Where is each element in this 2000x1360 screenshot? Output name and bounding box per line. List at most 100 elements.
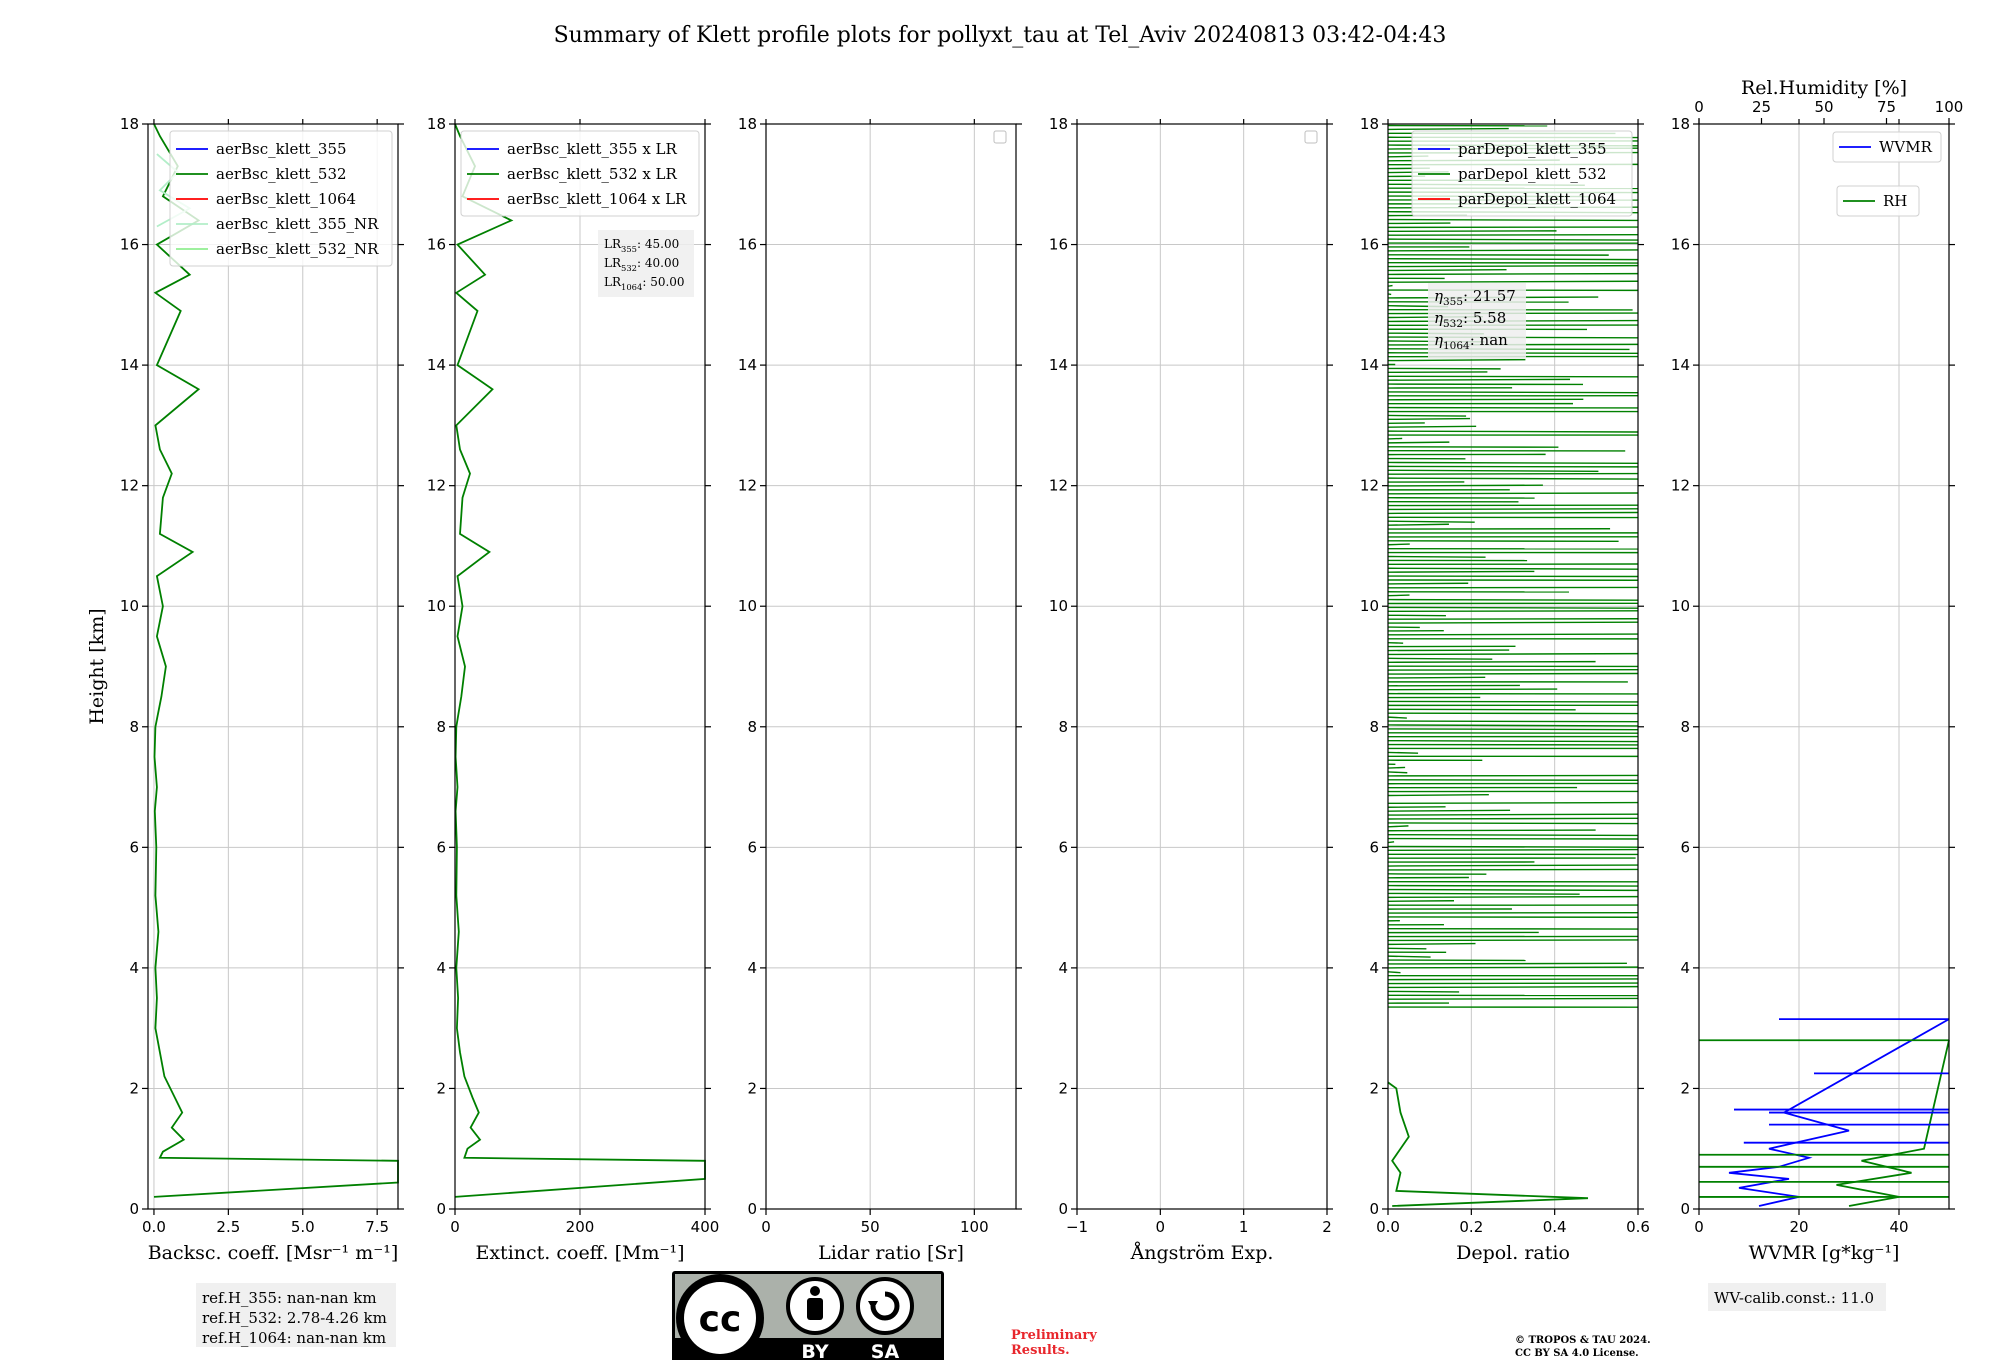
x2-tick-label: 25 — [1752, 98, 1771, 116]
annotation-subscript: 532 — [621, 263, 637, 273]
y-tick-label: 14 — [1671, 356, 1690, 374]
y-tick-label: 14 — [120, 356, 139, 374]
axes-frame — [147, 123, 399, 1210]
x-tick-label: 0.4 — [1543, 1218, 1567, 1236]
depol-noise-segment — [1387, 708, 1576, 711]
x-tick-label: 50 — [861, 1218, 880, 1236]
depol-noise-segment — [1387, 606, 1639, 609]
ref-height-box — [196, 1283, 396, 1347]
depol-noise-segment — [1387, 594, 1410, 597]
depol-noise-segment — [1387, 833, 1639, 837]
depol-noise-segment — [1387, 809, 1511, 812]
annotation-subscript: 355 — [1443, 296, 1463, 308]
legend-entry: aerBsc_klett_532_NR — [216, 240, 379, 258]
x-tick-label: 0.0 — [1376, 1218, 1400, 1236]
legend-entry: parDepol_klett_532 — [1458, 165, 1607, 183]
empty-legend-box — [993, 130, 1007, 144]
y-tick-label: 6 — [436, 838, 446, 856]
depol-noise-segment — [1387, 716, 1407, 719]
axes-frame — [1698, 123, 1950, 1210]
annotation-symbol: η — [1434, 331, 1443, 349]
y-tick-label: 4 — [747, 959, 757, 977]
preliminary-line-2: Results. — [1011, 1343, 1070, 1358]
depol-noise-segment — [1387, 985, 1639, 989]
depol-noise-segment — [1387, 864, 1639, 867]
y-tick-label: 8 — [1369, 718, 1379, 736]
depol-noise-segment — [1387, 391, 1639, 394]
depol-noise-segment — [1387, 955, 1431, 958]
legend-entry: aerBsc_klett_355 — [216, 140, 347, 158]
x2-tick-label: 50 — [1814, 98, 1833, 116]
panel-5: 0 2 4 6 8 10 12 14 16 18 0.0 0.2 0.4 0.6 Depol. ratio p… — [1360, 115, 1650, 1264]
depol-noise-segment — [1387, 268, 1507, 272]
depol-noise-segment — [1387, 570, 1535, 573]
license-badge: cc BY SA — [672, 1271, 944, 1360]
x-tick-label: 0 — [450, 1218, 460, 1236]
annotation-line: LR1064: 50.00 — [604, 275, 685, 292]
share-alike-icon — [856, 1277, 914, 1335]
y-tick-label: 14 — [738, 356, 757, 374]
depol-noise-segment — [1387, 652, 1639, 656]
y-tick-label: 8 — [436, 718, 446, 736]
x-tick-label: 2 — [1322, 1218, 1332, 1236]
legend-entry: aerBsc_klett_532 x LR — [507, 165, 678, 183]
y-tick-label: 18 — [427, 115, 446, 133]
depol-noise-segment — [1387, 258, 1639, 261]
y-tick-label: 2 — [747, 1079, 757, 1097]
x-axis-label: Depol. ratio — [1456, 1242, 1570, 1264]
depol-noise-segment — [1387, 688, 1558, 691]
x-tick-label: 2.5 — [216, 1218, 240, 1236]
depol-noise-segment — [1387, 238, 1639, 241]
legend-box — [169, 130, 393, 267]
depol-noise-segment — [1387, 127, 1509, 131]
depol-noise-segment — [1387, 461, 1639, 464]
legend-entry: aerBsc_klett_1064 x LR — [507, 190, 687, 208]
annotation-value: : 21.57 — [1463, 287, 1516, 305]
depol-noise-segment — [1387, 997, 1639, 1000]
x-axis-label: Extinct. coeff. [Mm⁻¹] — [475, 1242, 684, 1264]
legend-box — [1411, 130, 1633, 217]
y-tick-label: 18 — [120, 115, 139, 133]
depol-noise-segment — [1387, 962, 1627, 965]
depol-noise-segment — [1387, 888, 1639, 892]
annotation-line: η1064: nan — [1434, 331, 1508, 352]
axes-frame — [1387, 123, 1639, 1210]
y-tick-label: 0 — [1369, 1200, 1379, 1218]
x-tick-label: 400 — [691, 1218, 720, 1236]
annotation-symbol: LR — [604, 275, 622, 289]
depol-noise-segment — [1387, 425, 1477, 428]
depol-noise-segment — [1387, 284, 1393, 287]
depol-noise-segment — [1387, 280, 1638, 283]
legend-box — [1836, 185, 1920, 217]
x-tick-label: 0.2 — [1459, 1218, 1483, 1236]
depol-noise-segment — [1387, 417, 1471, 421]
depol-noise-segment — [1387, 978, 1639, 981]
wv-calib-label: WV-calib.const.: 11.0 — [1714, 1289, 1874, 1307]
depol-noise-segment — [1387, 414, 1467, 417]
depol-noise-segment — [1387, 751, 1419, 754]
depol-noise-segment — [1387, 264, 1639, 268]
y-tick-label: 8 — [1680, 718, 1690, 736]
y-tick-label: 8 — [747, 718, 757, 736]
depol-noise-segment — [1387, 848, 1639, 852]
y-tick-label: 0 — [1680, 1200, 1690, 1218]
depol-noise-segment — [1387, 233, 1639, 236]
y-tick-label: 4 — [436, 959, 446, 977]
panel-2: 0 2 4 6 8 10 12 14 16 18 0 200 400 Extinct. coeff. [M… — [427, 115, 719, 1264]
copyright-line-2: CC BY SA 4.0 License. — [1515, 1348, 1639, 1359]
legend-entry: aerBsc_klett_355 x LR — [507, 140, 678, 158]
y-tick-label: 14 — [1049, 356, 1068, 374]
figure-title: Summary of Klett profile plots for polly… — [554, 23, 1447, 48]
y-tick-label: 0 — [747, 1200, 757, 1218]
depol-noise-segment — [1387, 829, 1596, 832]
y-axis-label: Height [km] — [86, 608, 108, 724]
depol-noise-segment — [1387, 465, 1639, 468]
y-tick-label: 16 — [738, 236, 757, 254]
annotation-subscript: 1064 — [1443, 340, 1470, 352]
depol-noise-segment — [1387, 477, 1639, 480]
panel-3: 0 2 4 6 8 10 12 14 16 18 0 50 100 Lidar ratio [Sr] — [738, 115, 1022, 1264]
y-tick-label: 14 — [1360, 356, 1379, 374]
y-tick-label: 2 — [1369, 1079, 1379, 1097]
